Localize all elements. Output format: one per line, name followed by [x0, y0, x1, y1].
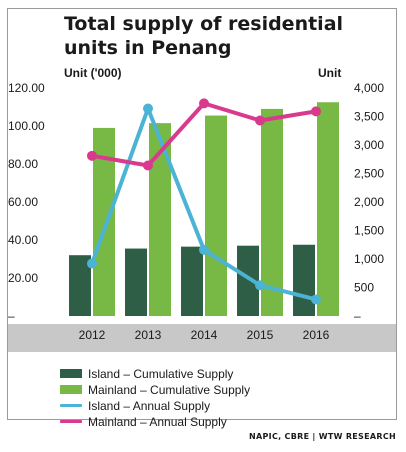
- right-axis-tick-label: 3,500: [354, 110, 384, 124]
- legend-line-island-annual: [60, 404, 82, 407]
- point-mainland-annual: [199, 98, 209, 109]
- x-axis-tick-label: 2015: [247, 328, 274, 342]
- legend-item-mainland-annual: Mainland – Annual Supply: [60, 414, 380, 429]
- point-island-annual: [87, 258, 97, 269]
- right-axis-tick-label: 500: [354, 281, 374, 295]
- bar-mainland-cumulative: [261, 108, 283, 317]
- bar-mainland-cumulative: [205, 115, 227, 316]
- right-axis-tick-label: 4,000: [354, 81, 384, 95]
- legend-label-island-annual: Island – Annual Supply: [88, 398, 211, 413]
- bar-mainland-cumulative: [93, 127, 115, 317]
- bar-island-cumulative: [125, 248, 147, 316]
- bar-island-cumulative: [181, 246, 203, 316]
- right-axis-label: Unit: [318, 66, 342, 80]
- bar-mainland-cumulative: [149, 123, 171, 317]
- left-axis-tick-label: 80.00: [8, 157, 38, 171]
- chart-title: Total supply of residential units in Pen…: [64, 12, 364, 60]
- x-axis-tick-label: 2012: [79, 328, 106, 342]
- point-island-annual: [143, 103, 153, 114]
- left-axis-tick-label: 120.00: [8, 81, 45, 95]
- legend-line-mainland-annual: [60, 420, 82, 423]
- left-axis-tick-label: 100.00: [8, 119, 45, 133]
- bar-island-cumulative: [293, 244, 315, 316]
- left-axis-tick-label: 20.00: [8, 271, 38, 285]
- point-mainland-annual: [87, 150, 97, 161]
- legend-label-mainland-annual: Mainland – Annual Supply: [88, 414, 227, 429]
- right-axis-tick-label: 1,500: [354, 224, 384, 238]
- legend-swatch-mainland-cumulative: [60, 385, 82, 394]
- x-axis-band: [8, 324, 396, 352]
- legend-item-mainland-cumulative: Mainland – Cumulative Supply: [60, 382, 380, 397]
- bar-mainland-cumulative: [317, 102, 339, 316]
- legend-swatch-island-cumulative: [60, 369, 82, 378]
- left-axis-tick-label: 40.00: [8, 233, 38, 247]
- title-line-2: units in Penang: [64, 37, 232, 59]
- right-axis-tick-label: –: [354, 309, 361, 323]
- right-axis-tick-label: 3,000: [354, 138, 384, 152]
- point-mainland-annual: [143, 160, 153, 171]
- legend-label-island-cumulative: Island – Cumulative Supply: [88, 366, 234, 381]
- left-axis-tick-label: 60.00: [8, 195, 38, 209]
- x-axis-tick-label: 2016: [303, 328, 330, 342]
- left-axis-label: Unit ('000): [64, 66, 122, 80]
- x-axis-tick-label: 2013: [135, 328, 162, 342]
- bar-island-cumulative: [237, 245, 259, 316]
- right-axis-tick-label: 1,000: [354, 252, 384, 266]
- source-credit: NAPIC, CBRE | WTW RESEARCH: [249, 432, 396, 441]
- legend-item-island-cumulative: Island – Cumulative Supply: [60, 366, 380, 381]
- right-axis-tick-label: 2,500: [354, 167, 384, 181]
- point-mainland-annual: [255, 115, 265, 126]
- legend-label-mainland-cumulative: Mainland – Cumulative Supply: [88, 382, 251, 397]
- legend-item-island-annual: Island – Annual Supply: [60, 398, 380, 413]
- bar-island-cumulative: [69, 255, 91, 316]
- point-island-annual: [255, 280, 265, 291]
- x-axis-tick-label: 2014: [191, 328, 218, 342]
- left-axis-tick-label: –: [8, 309, 15, 323]
- point-island-annual: [311, 294, 321, 305]
- legend: Island – Cumulative Supply Mainland – Cu…: [60, 366, 380, 430]
- point-island-annual: [199, 244, 209, 255]
- title-line-1: Total supply of residential: [64, 13, 344, 35]
- point-mainland-annual: [311, 106, 321, 117]
- right-axis-tick-label: 2,000: [354, 195, 384, 209]
